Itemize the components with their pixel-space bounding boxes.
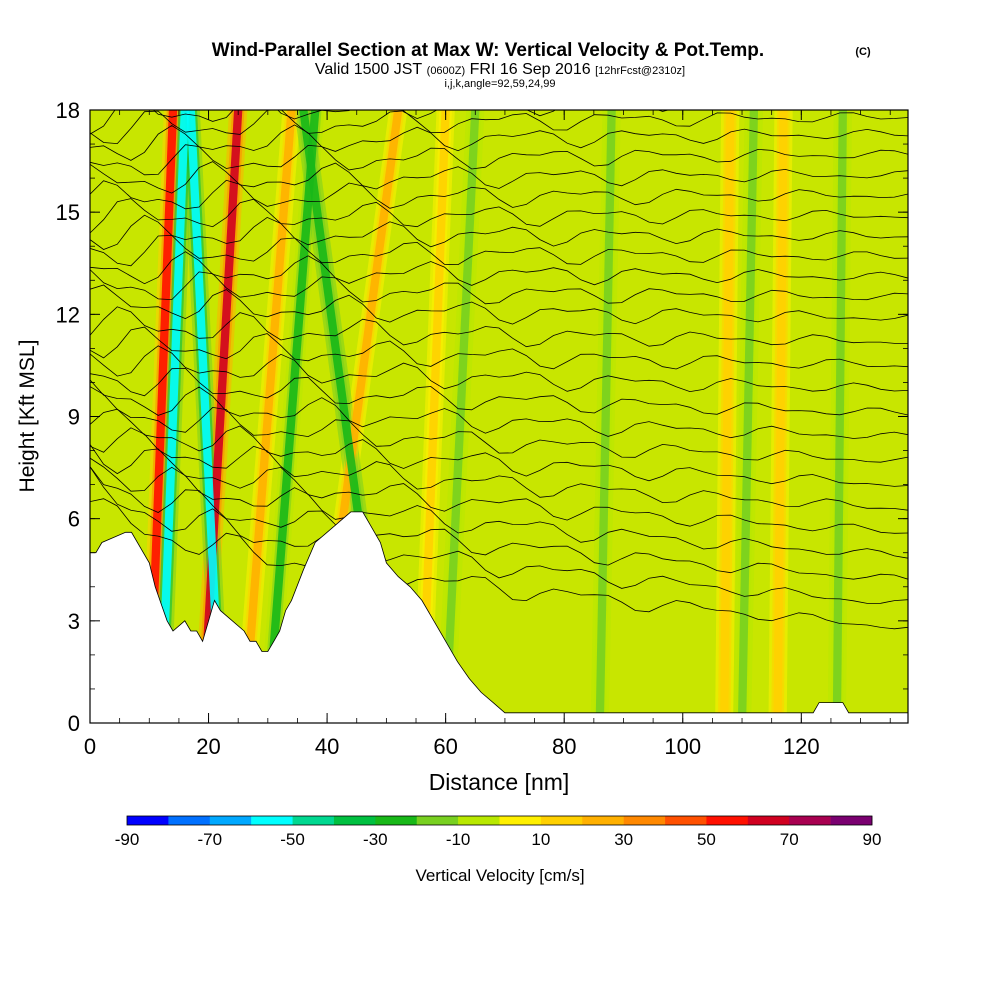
colorbar-tick-label: 30	[614, 830, 633, 849]
colorbar-tick-label: 90	[863, 830, 882, 849]
downdraft-band	[263, 110, 320, 723]
downdraft-band	[595, 110, 616, 723]
theta-contour	[90, 198, 908, 234]
colorbar-tick-label: -10	[446, 830, 471, 849]
theta-contour	[90, 269, 908, 305]
colorbar-swatch	[540, 816, 583, 825]
title-copyright: (C)	[855, 46, 871, 58]
theta-contour	[90, 251, 908, 286]
colorbar-tick-label: 70	[780, 830, 799, 849]
theta-contour	[90, 179, 908, 210]
colorbar-swatch	[375, 816, 418, 825]
chart-subtitle: Valid 1500 JST (0600Z) FRI 16 Sep 2016 […	[315, 61, 685, 78]
theta-contour	[90, 110, 908, 145]
colorbar-swatch	[168, 816, 211, 825]
colorbar-frame	[126, 815, 873, 826]
colorbar-tick-label: -90	[115, 830, 140, 849]
theta-contour	[90, 444, 908, 534]
colorbar-swatch	[789, 816, 831, 825]
theta-contour	[90, 498, 908, 630]
colorbar-swatch	[292, 816, 335, 825]
colorbar-swatch	[665, 816, 707, 825]
subtitle-date: FRI 16 Sep 2016	[470, 61, 591, 78]
colorbar-swatch	[706, 816, 749, 825]
downdraft-band	[186, 110, 225, 723]
theta-contour	[90, 214, 908, 250]
subtitle-forecast: [12hrFcst@2310z]	[595, 65, 685, 77]
theta-contour	[90, 427, 908, 511]
subtitle-valid: Valid 1500 JST	[315, 61, 423, 78]
colorbar-tick-label: 10	[531, 830, 550, 849]
axes: 0 20 40 60 80 100 120 0 3 6 9 12 15 18	[56, 98, 908, 759]
downdraft-band	[832, 110, 847, 723]
x-tick-label: 20	[196, 734, 220, 759]
colorbar-swatch	[209, 816, 252, 825]
updraft-band	[720, 110, 735, 723]
grid-indices: i,j,k,angle=92,59,24,99	[444, 78, 555, 90]
colorbar-label: Vertical Velocity [cm/s]	[415, 866, 584, 885]
theta-contour	[90, 110, 670, 135]
theta-contour	[90, 234, 908, 267]
theta-contour	[90, 367, 908, 416]
colorbar-swatch	[127, 816, 169, 825]
colorbar: -90 -70 -50 -30 -10 10 30 50 70 90	[115, 815, 882, 849]
updraft-band	[773, 110, 788, 723]
y-tick-label: 12	[56, 302, 80, 327]
theta-contour	[90, 386, 908, 463]
updraft-band	[417, 110, 450, 723]
colorbar-swatch	[333, 816, 376, 825]
x-tick-label: 120	[783, 734, 820, 759]
theta-contours	[90, 110, 908, 630]
colorbar-tick-label: -30	[363, 830, 388, 849]
theta-contour	[90, 144, 908, 176]
chart-title: Wind-Parallel Section at Max W: Vertical…	[212, 40, 764, 61]
theta-contour	[90, 124, 908, 161]
y-tick-label: 18	[56, 98, 80, 123]
x-tick-label: 80	[552, 734, 576, 759]
x-tick-label: 0	[84, 734, 96, 759]
theta-contour	[90, 466, 908, 580]
colorbar-swatch	[582, 816, 624, 825]
colorbar-tick-label: -70	[197, 830, 222, 849]
x-tick-label: 40	[315, 734, 339, 759]
x-axis-label: Distance [nm]	[429, 769, 570, 795]
y-tick-label: 6	[68, 507, 80, 532]
colorbar-swatch	[623, 816, 666, 825]
x-tick-label: 100	[664, 734, 701, 759]
y-tick-label: 9	[68, 405, 80, 430]
updraft-band	[239, 110, 296, 723]
theta-contour	[90, 379, 908, 439]
colorbar-tick-label: -50	[280, 830, 305, 849]
terrain	[90, 511, 908, 723]
downdraft-band	[156, 110, 189, 723]
y-tick-label: 15	[56, 200, 80, 225]
y-tick-label: 3	[68, 609, 80, 634]
colorbar-swatch	[416, 816, 459, 825]
theta-contour	[90, 161, 908, 194]
x-tick-label: 60	[433, 734, 457, 759]
colorbar-swatch	[499, 816, 542, 825]
colorbar-swatch	[251, 816, 293, 825]
theta-contour	[90, 284, 908, 325]
y-tick-label: 0	[68, 711, 80, 736]
colorbar-tick-label: 50	[697, 830, 716, 849]
colorbar-swatch	[830, 816, 873, 825]
downdraft-band	[737, 110, 759, 723]
plot-area	[90, 110, 908, 723]
theta-contour	[90, 408, 908, 487]
theta-contour	[90, 326, 908, 370]
theta-contour	[90, 345, 908, 393]
subtitle-zulu: (0600Z)	[427, 65, 466, 77]
theta-contour	[90, 306, 908, 348]
y-axis-label: Height [Kft MSL]	[16, 340, 39, 493]
theta-contour	[90, 457, 908, 559]
colorbar-swatch	[747, 816, 790, 825]
colorbar-swatch	[458, 816, 500, 825]
chart-title-block: Wind-Parallel Section at Max W: Vertical…	[212, 40, 871, 90]
